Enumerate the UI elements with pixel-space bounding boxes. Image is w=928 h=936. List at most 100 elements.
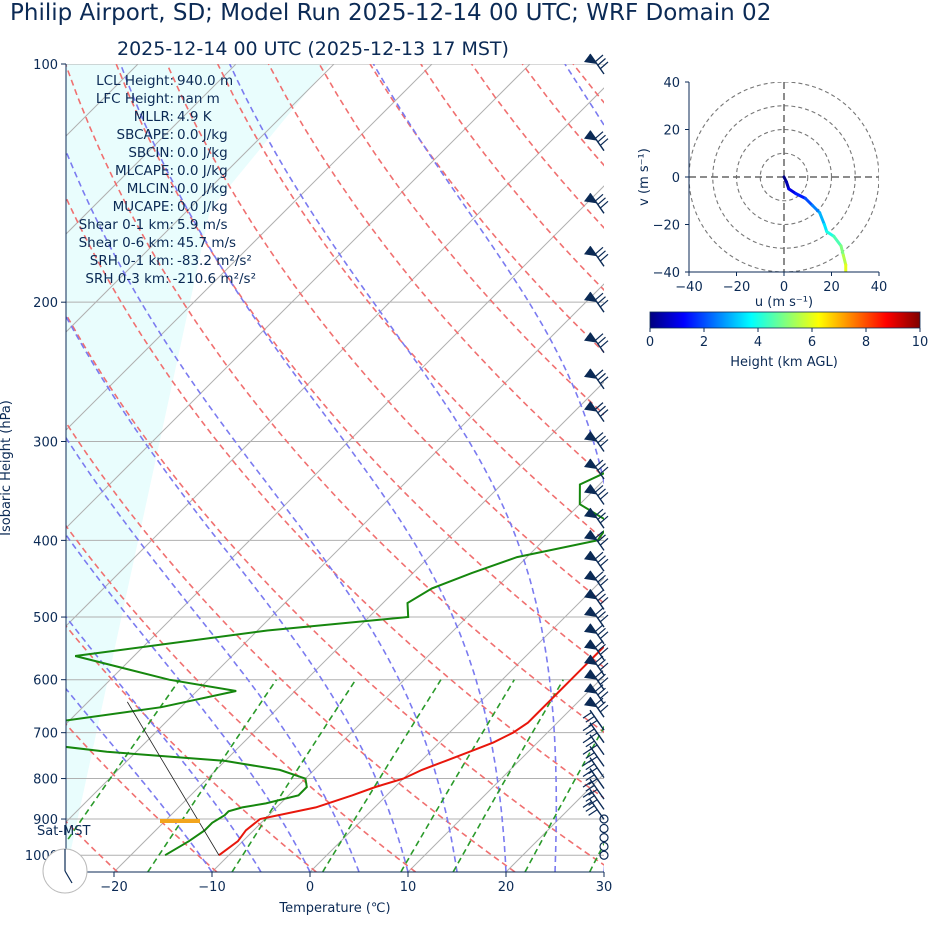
hodograph-trace	[818, 211, 826, 226]
isotherm	[66, 64, 237, 235]
hodo-y-tick-label: 0	[672, 171, 680, 186]
param-label: SBCIN:	[128, 145, 174, 161]
param-label: MUCAPE:	[112, 199, 174, 215]
y-tick-label: 200	[33, 296, 58, 311]
wind-barb	[584, 529, 609, 551]
wind-barb	[584, 683, 609, 705]
dry-adiabat	[66, 195, 604, 800]
dry-adiabat	[318, 64, 604, 416]
mixing-ratio-line	[524, 725, 604, 872]
dry-adiabat	[675, 64, 928, 872]
isotherm	[66, 64, 531, 529]
hodograph-trace	[794, 192, 807, 200]
dry-adiabat	[115, 64, 604, 669]
wind-barb	[584, 639, 609, 661]
hodograph-trace	[841, 253, 848, 267]
param-label: Shear 0-1 km:	[78, 217, 174, 233]
isotherm	[407, 675, 604, 872]
wind-barb	[584, 589, 609, 610]
sat-mst-annotation: Sat-MST	[37, 824, 90, 839]
dry-adiabat	[166, 64, 604, 605]
colorbar-tick-label: 6	[808, 335, 816, 350]
param-row: MLLR: 4.9 K	[66, 108, 256, 126]
hodo-x-tick-label: 40	[871, 280, 888, 295]
moist-adiabat	[66, 687, 213, 872]
isotherm	[66, 87, 604, 627]
param-label: MLCIN:	[126, 181, 174, 197]
wind-barb	[584, 332, 609, 354]
y-tick-label: 100	[33, 58, 58, 73]
param-label: SRH 0-3 km:	[85, 271, 170, 287]
param-value: 0.0 J/kg	[177, 127, 228, 143]
hodo-x-tick-label: −20	[723, 280, 750, 295]
wind-barb	[584, 192, 609, 214]
param-value: -83.2 m²/s²	[177, 253, 252, 269]
param-label: MLLR:	[133, 109, 174, 125]
dry-adiabat	[66, 524, 417, 872]
x-tick-label: 20	[498, 880, 515, 895]
skewt-axes: −20 −10 0 10 20 30 100 200 300 400 500 600 700 800 900…	[0, 58, 612, 916]
wind-barb	[599, 841, 609, 852]
y-tick-label: 400	[33, 534, 58, 549]
height-colorbar: 0 2 4 6 8 10 Height (km AGL)	[646, 311, 928, 370]
hodo-x-tick-label: −40	[675, 280, 702, 295]
hodo-x-tick-label: 20	[823, 280, 840, 295]
moist-adiabat	[66, 314, 409, 872]
wind-barb	[582, 734, 605, 756]
wind-barb	[584, 130, 609, 152]
colorbar-label: Height (km AGL)	[730, 355, 838, 370]
colorbar-tick-label: 4	[754, 335, 762, 350]
wind-barb	[584, 669, 609, 691]
param-row: SBCIN: 0.0 J/kg	[66, 144, 256, 162]
colorbar-tick-label: 2	[700, 335, 708, 350]
hodograph-trace	[832, 234, 843, 248]
y-tick-label: 600	[33, 674, 58, 689]
wind-barb	[584, 623, 609, 645]
isotherm	[66, 64, 335, 333]
isotherm	[505, 773, 604, 872]
isotherm	[66, 64, 433, 431]
param-label: SBCAPE:	[116, 127, 174, 143]
skewt-grid	[66, 64, 928, 872]
param-value: 0.0 J/kg	[177, 199, 228, 215]
hodo-x-label: u (m s⁻¹)	[755, 295, 813, 310]
mixing-ratio-line	[400, 679, 515, 872]
wind-barb	[584, 606, 609, 628]
hodo-y-tick-label: −40	[653, 266, 680, 281]
x-tick-label: 0	[306, 880, 314, 895]
mixing-ratio-line	[322, 679, 442, 872]
wind-barb	[582, 709, 605, 731]
dry-adiabat	[572, 64, 604, 104]
dewpoint-trace	[66, 472, 604, 857]
wind-barb	[582, 768, 605, 789]
wind-barb	[584, 484, 609, 505]
hodo-y-label: v (m s⁻¹)	[637, 148, 652, 206]
x-tick-label: 30	[596, 880, 613, 895]
mixing-ratio-line	[637, 680, 735, 872]
isotherm	[603, 871, 604, 872]
param-value: 45.7 m/s	[177, 235, 237, 251]
wind-barb	[584, 245, 609, 267]
dry-adiabat	[66, 624, 317, 872]
wind-barb	[584, 507, 609, 529]
dry-adiabat	[521, 64, 604, 167]
param-label: MLCAPE:	[114, 163, 174, 179]
param-value: 5.9 m/s	[177, 217, 228, 233]
wind-barb	[599, 833, 609, 843]
hodo-y-tick-label: −20	[653, 219, 680, 234]
x-tick-label: 10	[400, 880, 417, 895]
param-label: SRH 0-1 km:	[89, 253, 174, 269]
colorbar-tick-label: 10	[912, 335, 928, 350]
wind-barb	[584, 570, 609, 592]
param-value: -210.6 m²/s²	[172, 271, 256, 287]
wind-barb	[599, 850, 609, 860]
moist-adiabat	[564, 64, 604, 127]
dry-adiabat	[216, 64, 604, 541]
param-row: SRH 0-3 km: -210.6 m²/s²	[66, 270, 256, 288]
wind-barb	[582, 788, 605, 810]
isotherm	[66, 283, 604, 823]
moist-adiabat	[372, 64, 604, 872]
param-row: MLCAPE: 0.0 J/kg	[66, 162, 256, 180]
hodo-y-tick-label: 20	[663, 124, 680, 139]
